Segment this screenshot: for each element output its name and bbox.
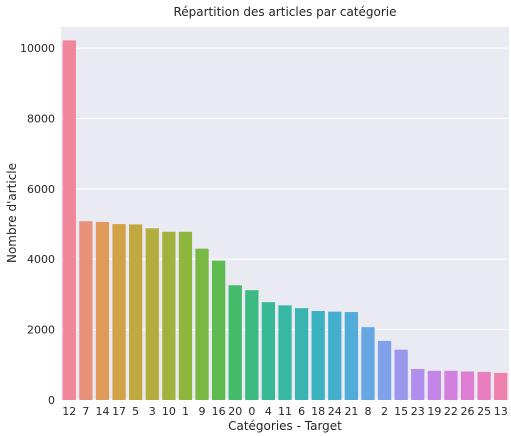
x-tick-label: 5 <box>132 405 139 418</box>
x-tick-label: 1 <box>182 405 189 418</box>
x-tick-label: 25 <box>477 405 491 418</box>
bar-11 <box>278 305 292 400</box>
x-tick-label: 7 <box>82 405 89 418</box>
bar-24 <box>328 311 342 400</box>
x-tick-label: 19 <box>427 405 441 418</box>
x-tick-label: 24 <box>328 405 342 418</box>
y-tick-label: 8000 <box>27 112 55 125</box>
y-tick-label: 0 <box>48 394 55 407</box>
bars <box>62 40 508 400</box>
bar-15 <box>394 349 408 400</box>
x-tick-label: 21 <box>344 405 358 418</box>
y-tick-label: 2000 <box>27 324 55 337</box>
x-tick-label: 15 <box>394 405 408 418</box>
x-tick-label: 16 <box>212 405 226 418</box>
bar-16 <box>211 260 226 400</box>
bar-18 <box>311 310 325 400</box>
x-tick-label: 6 <box>298 405 305 418</box>
x-tick-label: 2 <box>381 405 388 418</box>
y-tick-label: 10000 <box>20 42 55 55</box>
bar-4 <box>261 302 276 400</box>
bar-26 <box>460 371 475 400</box>
bar-10 <box>162 231 176 400</box>
x-tick-label: 10 <box>162 405 176 418</box>
x-tick-label: 9 <box>199 405 206 418</box>
x-tick-label: 18 <box>311 405 325 418</box>
bar-9 <box>195 248 209 400</box>
bar-8 <box>361 327 375 400</box>
y-axis-label: Nombre d'article <box>5 163 19 263</box>
x-tick-label: 20 <box>228 405 242 418</box>
x-tick-label: 11 <box>278 405 292 418</box>
x-tick-label: 14 <box>95 405 109 418</box>
x-tick-label: 3 <box>149 405 156 418</box>
bar-22 <box>444 370 458 400</box>
bar-19 <box>427 370 441 400</box>
bar-14 <box>95 221 110 400</box>
bar-7 <box>79 221 93 400</box>
x-tick-label: 4 <box>265 405 272 418</box>
y-tick-label: 6000 <box>27 183 55 196</box>
bar-12 <box>62 40 76 400</box>
bar-20 <box>228 285 242 400</box>
bar-5 <box>129 224 143 400</box>
x-tick-label: 13 <box>494 405 508 418</box>
x-tick-label: 23 <box>411 405 425 418</box>
bar-21 <box>344 312 359 400</box>
x-tick-label: 0 <box>248 405 255 418</box>
bar-0 <box>245 290 259 400</box>
x-tick-label: 12 <box>62 405 76 418</box>
x-tick-labels: 12 7 14 17 5 3 10 1 9 16 20 0 4 11 6 18 24 21 8 2 15 23 19 22 26… <box>62 405 507 418</box>
bar-23 <box>411 369 425 400</box>
bar-2 <box>377 340 392 400</box>
bar-6 <box>294 308 309 400</box>
chart-title: Répartition des articles par catégorie <box>173 5 396 19</box>
y-tick-labels: 0 2000 4000 6000 8000 10000 <box>20 42 55 407</box>
bar-13 <box>494 372 508 400</box>
x-tick-label: 22 <box>444 405 458 418</box>
bar-25 <box>477 371 491 400</box>
x-tick-label: 17 <box>112 405 126 418</box>
bar-17 <box>112 224 126 400</box>
bar-3 <box>145 228 159 400</box>
y-tick-label: 4000 <box>27 253 55 266</box>
x-tick-label: 26 <box>461 405 475 418</box>
x-axis-label: Catégories - Target <box>228 419 342 433</box>
bar-1 <box>178 231 193 400</box>
x-tick-label: 8 <box>364 405 371 418</box>
